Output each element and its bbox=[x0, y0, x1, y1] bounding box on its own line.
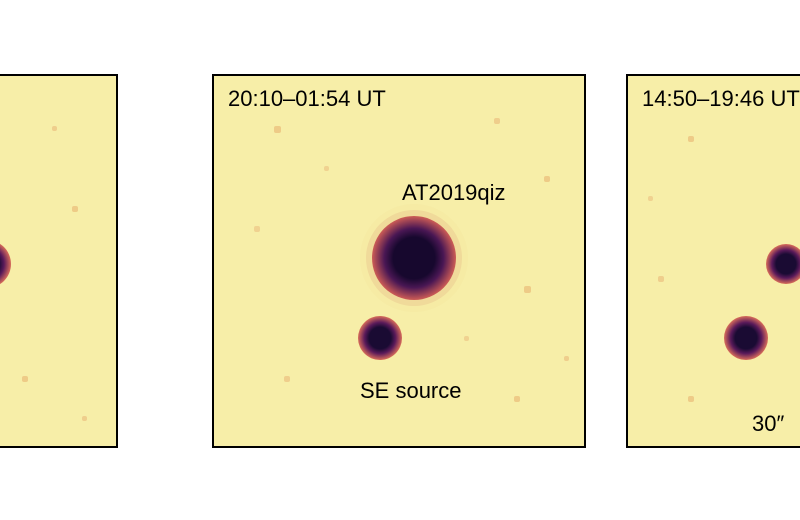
panel-label: 20:10–01:54 UT bbox=[228, 86, 386, 112]
xray-source bbox=[372, 216, 456, 300]
noise-speck bbox=[688, 396, 694, 402]
noise-speck bbox=[564, 356, 569, 361]
noise-speck bbox=[254, 226, 260, 232]
panel-label: AT2019qiz bbox=[402, 180, 506, 206]
noise-speck bbox=[658, 276, 664, 282]
noise-speck bbox=[22, 376, 28, 382]
noise-speck bbox=[274, 126, 281, 133]
xray-source bbox=[358, 316, 402, 360]
panel-label: SE source bbox=[360, 378, 462, 404]
panel-left: T0 keV bbox=[0, 74, 118, 448]
noise-speck bbox=[52, 126, 57, 131]
noise-speck bbox=[524, 286, 531, 293]
panel-right: 14:50–19:46 UT 30″ bbox=[626, 74, 800, 448]
panel-label: 14:50–19:46 UT bbox=[642, 86, 800, 112]
panel-center: 20:10–01:54 UT AT2019qiz SE source bbox=[212, 74, 586, 448]
noise-speck bbox=[82, 416, 87, 421]
noise-speck bbox=[72, 206, 78, 212]
xray-source bbox=[724, 316, 768, 360]
noise-speck bbox=[514, 396, 520, 402]
panel-bg bbox=[0, 76, 116, 446]
noise-speck bbox=[284, 376, 290, 382]
noise-speck bbox=[464, 336, 469, 341]
xray-source bbox=[766, 244, 800, 284]
noise-speck bbox=[494, 118, 500, 124]
noise-speck bbox=[324, 166, 329, 171]
panel-label: 30″ bbox=[752, 411, 784, 437]
noise-speck bbox=[688, 136, 694, 142]
figure-stage: T0 keV 20:10–01:54 UT AT2019qiz SE source 14… bbox=[0, 0, 800, 520]
noise-speck bbox=[544, 176, 550, 182]
noise-speck bbox=[648, 196, 653, 201]
